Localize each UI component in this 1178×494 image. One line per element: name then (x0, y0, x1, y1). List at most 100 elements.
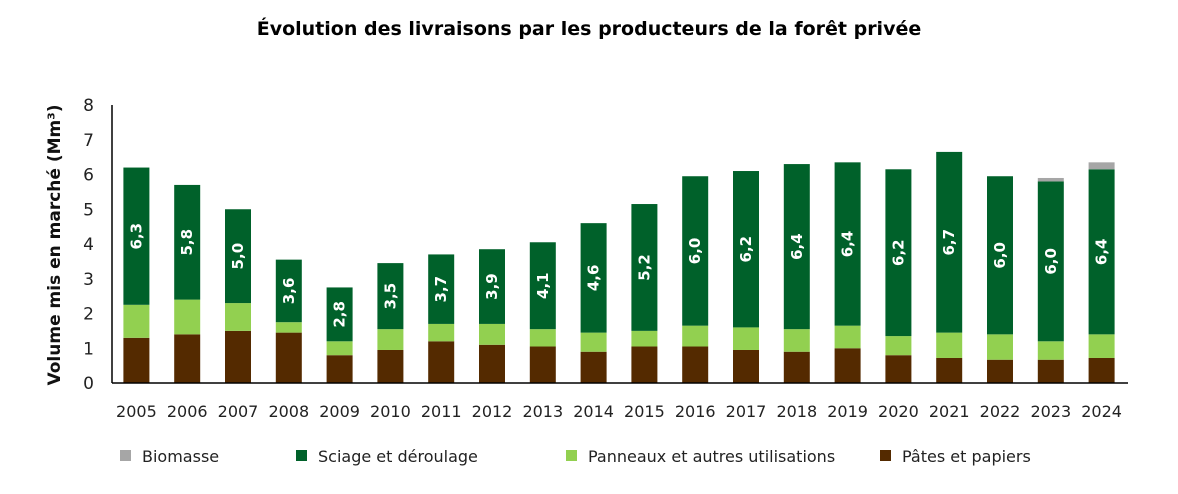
bar-segment-p-tes-et-papiers (275, 332, 302, 383)
data-label: 6,4 (839, 231, 857, 258)
data-label: 6,4 (788, 233, 806, 260)
y-tick-label: 0 (83, 374, 94, 394)
bar-segment-p-tes-et-papiers (834, 348, 861, 383)
legend-swatch (880, 450, 891, 461)
data-label: 5,0 (229, 243, 247, 270)
bar-segment-p-tes-et-papiers (936, 357, 963, 383)
bar-segment-p-tes-et-papiers (529, 346, 556, 383)
bar-segment-p-tes-et-papiers (885, 355, 912, 383)
x-tick-label: 2020 (878, 402, 919, 421)
y-tick-label: 2 (83, 305, 94, 325)
bar-segment-p-tes-et-papiers (225, 330, 251, 383)
x-tick-label: 2013 (522, 402, 563, 421)
bar-segment-sciage-et-d-roulage (631, 204, 658, 331)
legend-item: Panneaux et autres utilisations (566, 447, 835, 466)
legend-label: Sciage et déroulage (318, 447, 478, 466)
bar-segment-panneaux-et-autres-utilisations (529, 329, 556, 347)
bar-segment-panneaux-et-autres-utilisations (733, 327, 759, 350)
bar-segment-p-tes-et-papiers (377, 349, 404, 383)
bar-segment-panneaux-et-autres-utilisations (326, 341, 353, 356)
legend: Biomasse Sciage et déroulage Panneaux et a… (120, 447, 1031, 466)
legend-swatch (296, 450, 307, 461)
data-label: 6,2 (889, 239, 907, 266)
bar-group-2009: 2,8 (326, 287, 353, 383)
bar-group-2014: 4,6 (580, 223, 607, 383)
bar-segment-biomasse (1088, 162, 1115, 170)
y-tick-label: 6 (83, 166, 94, 186)
legend-label: Pâtes et papiers (902, 447, 1031, 466)
y-tick-label: 4 (83, 235, 94, 255)
bar-segment-panneaux-et-autres-utilisations (479, 323, 505, 345)
bar-segment-sciage-et-d-roulage (529, 242, 556, 330)
bar-segment-p-tes-et-papiers (733, 349, 759, 383)
bar-segment-p-tes-et-papiers (580, 351, 607, 383)
bar-group-2013: 4,1 (529, 242, 556, 383)
bar-group-2007: 5,0 (225, 209, 251, 383)
bar-segment-sciage-et-d-roulage (885, 169, 912, 337)
data-label: 6,0 (1042, 248, 1060, 275)
bar-segment-p-tes-et-papiers (326, 355, 353, 383)
bar-group-2019: 6,4 (834, 162, 861, 383)
bar-segment-panneaux-et-autres-utilisations (1037, 341, 1064, 360)
bar-segment-p-tes-et-papiers (783, 351, 810, 383)
data-label: 2,8 (331, 301, 349, 328)
bar-group-2005: 6,3 (123, 167, 150, 383)
x-tick-label: 2010 (370, 402, 411, 421)
bar-segment-p-tes-et-papiers (631, 346, 658, 383)
bar-segment-sciage-et-d-roulage (123, 167, 150, 305)
legend-item: Biomasse (120, 447, 219, 466)
data-label: 4,1 (534, 272, 552, 299)
bar-group-2012: 3,9 (479, 249, 505, 383)
bar-segment-sciage-et-d-roulage (580, 223, 607, 333)
bar-segment-sciage-et-d-roulage (1088, 169, 1115, 335)
bar-group-2018: 6,4 (783, 164, 810, 383)
bar-segment-panneaux-et-autres-utilisations (377, 329, 404, 350)
bar-segment-p-tes-et-papiers (1088, 357, 1115, 383)
x-tick-label: 2017 (726, 402, 767, 421)
bar-segment-p-tes-et-papiers (428, 341, 455, 383)
bar-group-2017: 6,2 (733, 171, 759, 383)
y-tick-label: 7 (83, 131, 94, 151)
bar-segment-panneaux-et-autres-utilisations (123, 304, 150, 338)
bar-group-2010: 3,5 (377, 263, 404, 383)
x-tick-label: 2011 (421, 402, 462, 421)
x-axis: 2005 2006 2007 2008 2009 2010 2011 2012 2013 2014… (112, 382, 1128, 421)
bar-segment-sciage-et-d-roulage (479, 249, 505, 324)
bar-segment-sciage-et-d-roulage (326, 287, 353, 342)
bar-segment-sciage-et-d-roulage (174, 184, 201, 300)
bar-segment-sciage-et-d-roulage (936, 151, 963, 333)
bar-segment-p-tes-et-papiers (123, 337, 150, 383)
bar-segment-sciage-et-d-roulage (987, 176, 1013, 335)
x-tick-label: 2014 (573, 402, 614, 421)
x-tick-label: 2024 (1081, 402, 1122, 421)
x-tick-label: 2005 (116, 402, 157, 421)
bar-segment-sciage-et-d-roulage (428, 254, 455, 324)
bar-segment-panneaux-et-autres-utilisations (783, 329, 810, 352)
data-label: 4,6 (585, 265, 603, 292)
bar-segment-sciage-et-d-roulage (275, 259, 302, 323)
data-label: 5,2 (635, 254, 653, 281)
bar-group-2006: 5,8 (174, 184, 201, 383)
data-label: 3,7 (432, 276, 450, 303)
data-label: 6,0 (686, 238, 704, 265)
y-axis: 0 1 2 3 4 5 6 7 8 (83, 96, 113, 394)
bar-group-2020: 6,2 (885, 169, 912, 383)
bar-segment-p-tes-et-papiers (479, 344, 505, 383)
bar-segment-panneaux-et-autres-utilisations (275, 322, 302, 333)
bar-group-2021: 6,7 (936, 151, 963, 383)
x-tick-label: 2021 (929, 402, 970, 421)
data-label: 6,7 (940, 229, 958, 256)
x-tick-label: 2015 (624, 402, 665, 421)
bar-group-2024: 6,4 (1088, 162, 1115, 383)
x-tick-label: 2009 (319, 402, 360, 421)
data-label: 6,3 (127, 223, 145, 250)
bar-segment-panneaux-et-autres-utilisations (1088, 334, 1115, 358)
data-label: 6,0 (991, 242, 1009, 269)
x-tick-label: 2007 (218, 402, 259, 421)
y-axis-label: Volume mis en marché (Mm³) (45, 105, 65, 386)
bar-segment-p-tes-et-papiers (1037, 359, 1064, 383)
bar-group-2023: 6,0 (1037, 177, 1064, 383)
bars: 6,3 5,8 5,0 3,6 2,8 3,5 3,7 3,9 4,1 4,6 5,2 6,0 6,2 6… (123, 151, 1115, 383)
bar-segment-sciage-et-d-roulage (783, 164, 810, 330)
y-tick-label: 1 (83, 339, 94, 359)
